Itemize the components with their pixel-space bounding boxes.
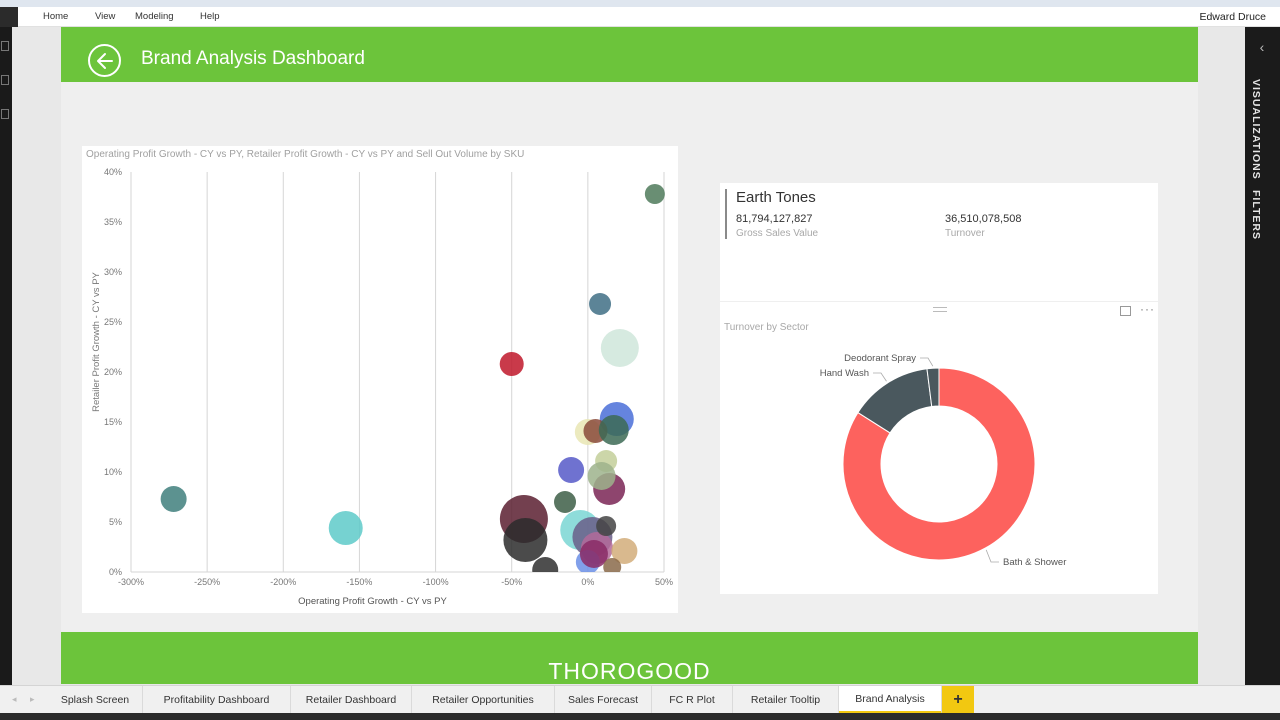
tab-retailer-dashboard[interactable]: Retailer Dashboard (291, 686, 412, 714)
leader-line (920, 357, 934, 367)
y-tick-label: 15% (104, 417, 122, 427)
menu-view[interactable]: View (95, 11, 116, 22)
menu-home[interactable]: Home (43, 11, 69, 22)
x-axis-title: Operating Profit Growth - CY vs PY (298, 596, 447, 607)
y-tick-label: 10% (104, 467, 122, 477)
tab-next-icon[interactable]: ▸ (30, 694, 35, 704)
scatter-point[interactable] (499, 352, 524, 376)
kpi-accent-bar (725, 189, 727, 239)
scatter-chart[interactable]: -300% -250% -200% -150% -100% -50% 0% 50% 0% 5% 10… (82, 146, 678, 613)
scatter-point[interactable] (532, 557, 559, 583)
x-tick-label: -300% (118, 577, 144, 587)
x-tick-label: 0% (581, 577, 594, 587)
scatter-chart-title: Operating Profit Growth - CY vs PY, Reta… (86, 149, 525, 160)
menu-help[interactable]: Help (200, 11, 220, 22)
focus-mode-icon[interactable] (1120, 306, 1131, 316)
right-pane: ‹ VISUALIZATIONS FILTERS (1245, 27, 1280, 693)
tab-retailer-opportunities[interactable]: Retailer Opportunities (412, 686, 555, 714)
turnover-label: Turnover (945, 228, 985, 239)
page-header: Brand Analysis Dashboard (61, 27, 1198, 82)
visualizations-tab[interactable]: VISUALIZATIONS (1250, 79, 1262, 180)
scatter-point[interactable] (558, 457, 585, 483)
donut-chart[interactable]: Bath & Shower Hand Wash Deodorant Spray (720, 302, 1158, 594)
gross-sales-value: 81,794,127,827 (736, 213, 813, 225)
x-tick-label: -150% (346, 577, 372, 587)
scatter-point[interactable] (503, 518, 548, 562)
status-bar (0, 713, 1280, 720)
tab-sales-forecast[interactable]: Sales Forecast (555, 686, 652, 714)
y-tick-label: 40% (104, 167, 122, 177)
y-tick-label: 25% (104, 317, 122, 327)
kpi-card[interactable]: Earth Tones 81,794,127,827 Gross Sales V… (720, 183, 1158, 301)
y-tick-label: 0% (109, 567, 122, 577)
file-menu-button[interactable] (0, 7, 18, 27)
donut-slice[interactable] (842, 367, 1036, 561)
tab-profitability-dashboard[interactable]: Profitability Dashboard (143, 686, 291, 714)
add-page-button[interactable]: + (942, 686, 974, 714)
y-tick-label: 35% (104, 217, 122, 227)
tab-brand-analysis[interactable]: Brand Analysis (839, 686, 942, 714)
y-tick-label: 30% (104, 267, 122, 277)
tab-prev-icon[interactable]: ◂ (12, 694, 17, 704)
y-axis-title: Retailer Profit Growth - CY vs PY (91, 271, 102, 411)
drag-handle-icon[interactable] (933, 307, 947, 312)
kpi-brand-name: Earth Tones (736, 189, 816, 206)
tab-splash-screen[interactable]: Splash Screen (48, 686, 143, 714)
leader-line (873, 372, 887, 382)
menu-modeling[interactable]: Modeling (135, 11, 174, 22)
page-tabs-bar: ◂ ▸ Splash Screen Profitability Dashboar… (0, 685, 1280, 714)
tab-fc-r-plot[interactable]: FC R Plot (652, 686, 733, 714)
tab-retailer-tooltip[interactable]: Retailer Tooltip (733, 686, 839, 714)
scatter-point[interactable] (603, 558, 622, 576)
more-options-icon[interactable]: ··· (1140, 302, 1155, 316)
ribbon: Home View Modeling Help Edward Druce (0, 7, 1280, 27)
back-arrow-icon (97, 53, 113, 69)
report-view-icon[interactable] (1, 41, 9, 51)
title-bar (0, 0, 1280, 7)
scatter-point[interactable] (589, 293, 612, 315)
page-title: Brand Analysis Dashboard (141, 48, 365, 69)
x-tick-label: -250% (194, 577, 220, 587)
collapse-chevron-icon[interactable]: ‹ (1259, 39, 1265, 55)
scatter-point[interactable] (600, 329, 639, 367)
x-tick-label: -50% (501, 577, 522, 587)
model-view-icon[interactable] (1, 109, 9, 119)
scatter-point[interactable] (554, 491, 577, 513)
scatter-point[interactable] (328, 511, 363, 545)
back-button[interactable] (88, 44, 121, 77)
scatter-point[interactable] (644, 184, 665, 204)
scatter-chart-card[interactable]: Operating Profit Growth - CY vs PY, Reta… (82, 146, 678, 613)
leader-line (985, 549, 999, 563)
donut-label: Hand Wash (820, 368, 869, 379)
donut-label: Bath & Shower (1003, 557, 1066, 568)
x-tick-label: -100% (423, 577, 449, 587)
filters-tab[interactable]: FILTERS (1250, 190, 1262, 240)
brand-logo: THOROGOOD (548, 658, 711, 684)
scatter-point[interactable] (596, 516, 617, 536)
left-view-bar (0, 27, 12, 693)
donut-chart-card[interactable]: ··· Turnover by Sector Bath & Shower Hand… (720, 302, 1158, 594)
gross-sales-label: Gross Sales Value (736, 228, 819, 239)
scatter-point[interactable] (160, 486, 187, 512)
x-tick-label: 50% (655, 577, 673, 587)
donut-slice[interactable] (926, 367, 940, 408)
y-tick-label: 20% (104, 367, 122, 377)
scatter-point[interactable] (611, 538, 638, 564)
user-name[interactable]: Edward Druce (1199, 11, 1266, 23)
turnover-value: 36,510,078,508 (945, 213, 1022, 225)
x-tick-label: -200% (270, 577, 296, 587)
scatter-point[interactable] (598, 415, 629, 445)
data-view-icon[interactable] (1, 75, 9, 85)
scatter-point[interactable] (579, 540, 608, 568)
donut-label: Deodorant Spray (844, 353, 916, 364)
scatter-point[interactable] (587, 462, 616, 490)
page-footer: THOROGOOD (61, 632, 1198, 684)
donut-chart-title: Turnover by Sector (724, 322, 809, 333)
y-tick-label: 5% (109, 517, 122, 527)
